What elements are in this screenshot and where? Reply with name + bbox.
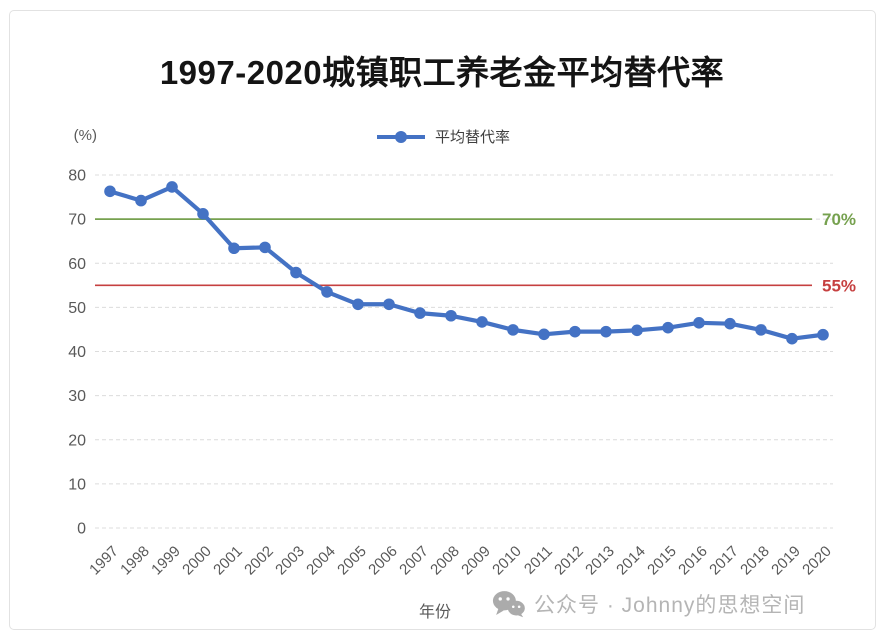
data-point-1998 bbox=[135, 194, 147, 207]
data-point-2020 bbox=[817, 328, 829, 341]
x-tick-label: 2019 bbox=[768, 543, 804, 579]
y-tick-label: 30 bbox=[68, 388, 86, 405]
data-point-2009 bbox=[476, 316, 488, 328]
data-point-1999 bbox=[166, 181, 178, 193]
data-point-2005 bbox=[352, 298, 364, 311]
x-tick-label: 2005 bbox=[334, 543, 370, 579]
data-point-2016 bbox=[693, 317, 705, 329]
data-point-2015 bbox=[662, 321, 674, 334]
x-tick-label: 2014 bbox=[613, 543, 649, 579]
data-point-2001 bbox=[228, 242, 240, 255]
y-tick-label: 50 bbox=[68, 300, 86, 317]
data-point-1997 bbox=[104, 185, 116, 198]
data-point-2014 bbox=[631, 324, 643, 337]
y-tick-label: 10 bbox=[68, 476, 86, 493]
x-tick-label: 2018 bbox=[737, 543, 773, 579]
data-point-2018 bbox=[755, 324, 767, 336]
x-axis-title: 年份 bbox=[419, 604, 452, 621]
data-point-2012 bbox=[569, 325, 581, 338]
x-tick-label: 2017 bbox=[706, 543, 742, 579]
x-tick-label: 2011 bbox=[521, 543, 556, 578]
data-point-2010 bbox=[507, 324, 519, 336]
data-point-2011 bbox=[538, 328, 550, 341]
data-point-2002 bbox=[259, 241, 271, 254]
data-point-2004 bbox=[321, 286, 333, 298]
x-tick-label: 1997 bbox=[86, 543, 122, 579]
x-tick-label: 2020 bbox=[799, 543, 835, 579]
y-tick-label: 0 bbox=[77, 521, 86, 538]
chart-title: 1997-2020城镇职工养老金平均替代率 bbox=[159, 54, 725, 92]
legend: 平均替代率 bbox=[376, 126, 510, 147]
data-point-2019 bbox=[786, 332, 798, 345]
data-point-2008 bbox=[445, 309, 457, 322]
x-tick-label: 2009 bbox=[458, 543, 494, 579]
x-tick-label: 2012 bbox=[551, 543, 587, 579]
data-point-2003 bbox=[290, 266, 302, 279]
x-tick-label: 2002 bbox=[241, 543, 277, 579]
y-tick-label: 20 bbox=[68, 432, 86, 449]
y-tick-label: 60 bbox=[68, 256, 86, 273]
ref-line-label-55: 55% bbox=[822, 276, 856, 295]
x-tick-label: 2007 bbox=[396, 543, 432, 579]
y-tick-label: 40 bbox=[68, 344, 86, 361]
x-tick-label: 2004 bbox=[303, 543, 339, 579]
data-point-2017 bbox=[724, 317, 736, 330]
y-unit-label: (%) bbox=[74, 127, 97, 144]
x-tick-label: 2010 bbox=[489, 543, 525, 579]
watermark-text: 公众号 · Johnny的思想空间 bbox=[534, 594, 806, 617]
x-tick-label: 2000 bbox=[179, 543, 215, 579]
x-tick-label: 2013 bbox=[582, 543, 618, 579]
data-point-2000 bbox=[197, 208, 209, 220]
y-tick-label: 80 bbox=[68, 168, 86, 185]
x-tick-label: 2015 bbox=[644, 543, 680, 579]
x-tick-label: 2001 bbox=[210, 543, 246, 579]
data-point-2013 bbox=[600, 325, 612, 338]
legend-line-marker-icon bbox=[377, 130, 425, 143]
legend-label: 平均替代率 bbox=[435, 129, 511, 146]
data-point-2006 bbox=[383, 298, 395, 311]
x-tick-label: 2006 bbox=[365, 543, 401, 579]
x-tick-label: 2016 bbox=[675, 543, 711, 579]
watermark: 公众号 · Johnny的思想空间 bbox=[492, 589, 805, 619]
x-tick-label: 1999 bbox=[148, 543, 184, 579]
x-tick-label: 2008 bbox=[427, 543, 463, 579]
x-tick-label: 2003 bbox=[272, 543, 308, 579]
y-tick-label: 70 bbox=[68, 212, 86, 229]
data-point-2007 bbox=[414, 307, 426, 319]
wechat-icon bbox=[492, 591, 525, 618]
x-tick-label: 1998 bbox=[117, 543, 153, 579]
ref-line-label-70: 70% bbox=[822, 210, 856, 229]
